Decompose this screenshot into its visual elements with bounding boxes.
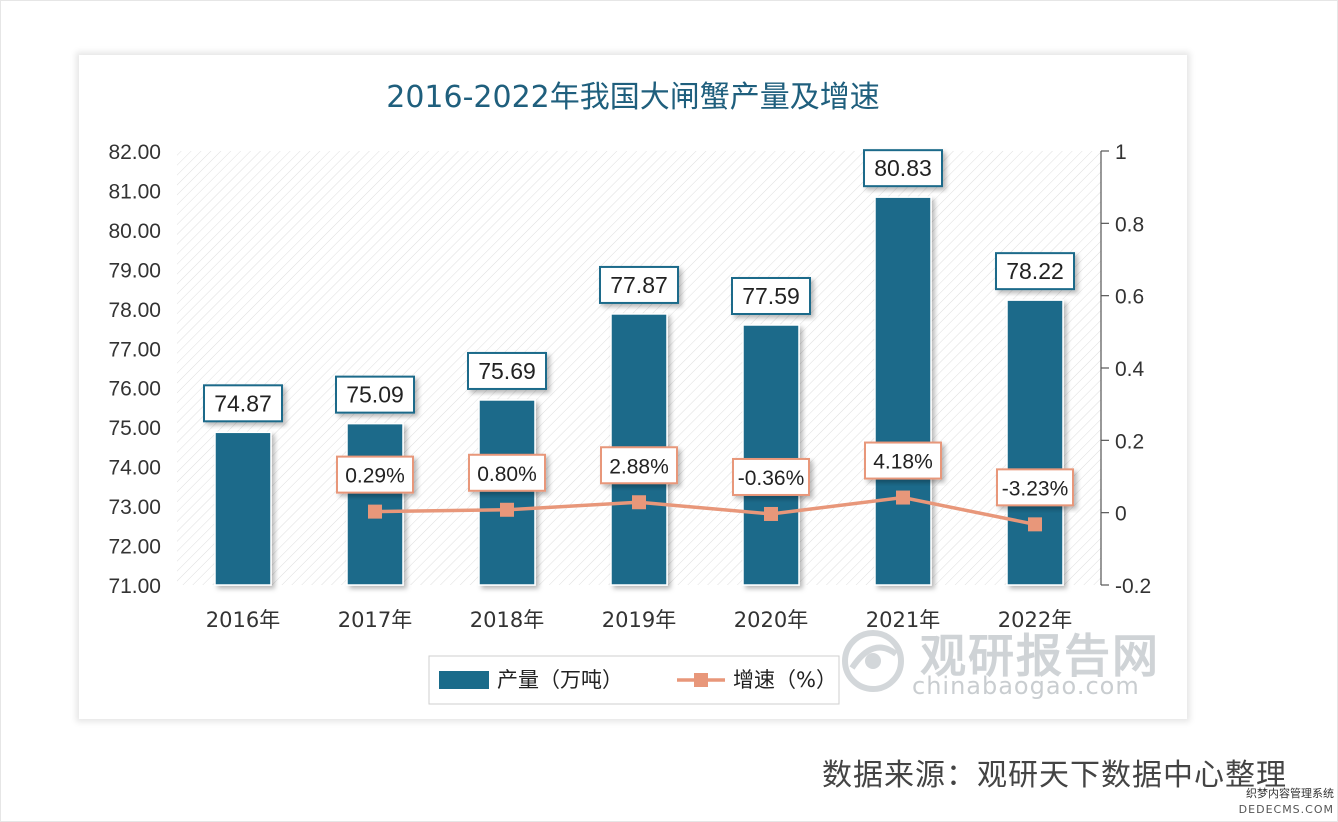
- legend: 产量（万吨） 增速（%）: [428, 655, 840, 705]
- corner-watermark: 织梦内容管理系统 DEDECMS.COM: [1228, 786, 1334, 818]
- watermark-brand: 观研报告网: [920, 629, 1160, 683]
- growth-point: [368, 504, 382, 519]
- y-right-tick-label: 0.2: [1115, 430, 1144, 453]
- growth-point: [896, 490, 910, 505]
- x-tick-label: 2022年: [998, 608, 1072, 632]
- y-left-tick-label: 72.00: [108, 536, 161, 559]
- bar-data-label: 75.69: [478, 358, 536, 384]
- y-left-tick-label: 77.00: [108, 338, 161, 361]
- bar-label-box: [335, 375, 415, 414]
- growth-point: [632, 495, 646, 510]
- y-left-tick-label: 81.00: [108, 180, 161, 203]
- growth-point: [1028, 517, 1042, 532]
- bar-data-label: 80.83: [874, 155, 932, 181]
- x-tick-label: 2018年: [470, 608, 544, 632]
- chart-card: 2016-2022年我国大闸蟹产量及增速 82.00 81.00 80.00 79.00…: [79, 55, 1187, 719]
- growth-data-label: 0.80%: [477, 463, 537, 486]
- growth-data-label: 4.18%: [873, 451, 933, 474]
- corner-watermark-line1: 织梦内容管理系统: [1246, 787, 1334, 800]
- y-right-tick-label: -0.2: [1115, 575, 1151, 598]
- bar-label-box: [203, 384, 283, 423]
- bar-label-box: [599, 265, 679, 304]
- bar-label-box: [467, 351, 547, 390]
- y-right-tick-label: 0: [1115, 503, 1127, 526]
- y-left-tick-label: 71.00: [108, 575, 161, 598]
- bar-data-label: 78.22: [1006, 258, 1064, 284]
- bar-data-label: 75.09: [346, 382, 404, 408]
- x-tick-label: 2017年: [338, 608, 412, 632]
- growth-line: [374, 495, 1036, 527]
- bar: [346, 422, 404, 586]
- x-tick-label: 2020年: [734, 608, 808, 632]
- watermark-logo-icon: [842, 630, 904, 692]
- y-left-tick-label: 80.00: [108, 220, 161, 243]
- bar-label-box: [731, 276, 811, 315]
- source-note: 数据来源：观研天下数据中心整理: [822, 758, 1287, 793]
- growth-point: [500, 502, 514, 517]
- y-left-tick-label: 79.00: [108, 259, 161, 282]
- bar: [478, 399, 536, 586]
- y-right-tick-label: 0.6: [1115, 286, 1144, 309]
- y-left-tick-label: 74.00: [108, 457, 161, 480]
- bar-data-label: 77.59: [742, 283, 800, 309]
- chart-title: 2016-2022年我国大闸蟹产量及增速: [386, 80, 880, 115]
- growth-data-label: -3.23%: [1002, 477, 1069, 500]
- bar: [1006, 299, 1064, 586]
- y-left-tick-label: 73.00: [108, 496, 161, 519]
- bar-data-label: 77.87: [610, 272, 668, 298]
- bar: [742, 324, 800, 586]
- y-right-tick-label: 0.4: [1115, 358, 1145, 381]
- growth-label-box: [996, 468, 1074, 507]
- growth-label-box: [732, 457, 810, 496]
- growth-data-label: 0.29%: [345, 465, 405, 488]
- growth-point: [764, 506, 778, 521]
- y-left-tick-label: 82.00: [108, 141, 161, 164]
- bar: [874, 196, 932, 586]
- y-left-tick-label: 75.00: [108, 417, 161, 440]
- y-right-tick-label: 1: [1115, 141, 1127, 164]
- legend-label-line: 增速（%）: [733, 668, 837, 692]
- corner-watermark-line2: DEDECMS.COM: [1238, 803, 1334, 816]
- growth-data-label: -0.36%: [738, 467, 805, 490]
- legend-swatch-marker: [694, 673, 708, 687]
- watermark-url: chinabaogao.com: [912, 672, 1140, 700]
- bar-label-box: [863, 149, 943, 188]
- growth-label-box: [864, 441, 942, 480]
- growth-label-box: [336, 455, 414, 494]
- legend-box: [428, 655, 840, 705]
- y-left-tick-label: 76.00: [108, 378, 161, 401]
- x-tick-label: 2016年: [206, 608, 280, 632]
- bar: [214, 431, 272, 586]
- chart: 2016-2022年我国大闸蟹产量及增速 82.00 81.00 80.00 79.00…: [108, 80, 1151, 705]
- legend-label-bar: 产量（万吨）: [497, 668, 623, 692]
- y-left-tick-label: 78.00: [108, 299, 161, 322]
- bar-label-box: [995, 252, 1075, 291]
- growth-data-label: 2.88%: [609, 455, 669, 478]
- growth-label-box: [468, 453, 546, 492]
- x-tick-label: 2019年: [602, 608, 676, 632]
- bar-data-label: 74.87: [214, 390, 272, 416]
- y-right-tick-label: 0.8: [1115, 213, 1144, 236]
- legend-swatch-bar: [439, 671, 489, 689]
- growth-label-box: [600, 446, 678, 485]
- x-tick-label: 2021年: [866, 608, 940, 632]
